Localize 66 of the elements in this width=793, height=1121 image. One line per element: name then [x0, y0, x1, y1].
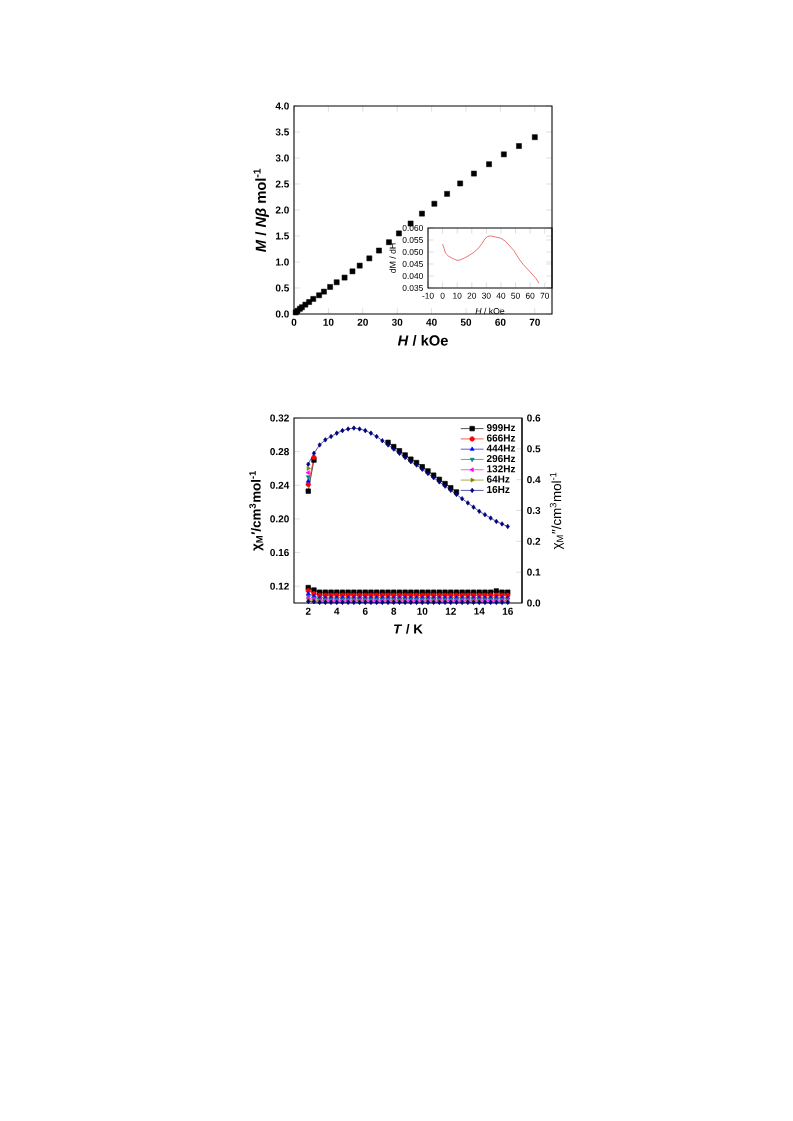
- x-tick-label: 70: [529, 318, 540, 326]
- y2-tick-label: 0.2: [527, 537, 541, 545]
- y-tick-label: 1.5: [276, 232, 290, 240]
- y-tick-label: 0.0: [275, 310, 289, 318]
- x-tick-label: 20: [357, 318, 368, 326]
- x-tick-label: -10: [422, 292, 434, 299]
- x-tick-label: 30: [391, 318, 403, 326]
- legend-label: 132Hz: [487, 465, 516, 473]
- y-tick-label: 0.32: [270, 414, 289, 422]
- y-tick-label: 3.0: [275, 154, 289, 162]
- y-tick-label: 1.0: [276, 258, 289, 266]
- x-tick-label: 60: [525, 292, 535, 299]
- x-tick-label: 40: [496, 292, 506, 299]
- y-tick-label: 0.040: [402, 273, 423, 279]
- y2-tick-label: 0.4: [527, 476, 541, 484]
- y2-tick-label: 0.1: [527, 568, 541, 576]
- legend-label: 444Hz: [486, 444, 516, 452]
- y-tick-label: 4.0: [275, 102, 289, 110]
- y2-tick-label: 0.0: [527, 599, 541, 607]
- y-tick-label: 2.0: [275, 206, 289, 214]
- x-tick-label: 16: [502, 607, 513, 615]
- y-tick-label: 0.24: [270, 481, 290, 489]
- y-tick-label: 0.20: [270, 515, 289, 523]
- y-tick-label: 0.055: [402, 237, 423, 243]
- y-axis-title: dM / dH: [389, 243, 396, 273]
- legend-label: 296Hz: [486, 454, 516, 463]
- y2-axis-title: χ$_{M}$″/cm$^{3}$mol$^{-1}$: [549, 472, 564, 550]
- x-tick-label: 20: [467, 292, 477, 299]
- y-tick-label: 3.5: [275, 128, 290, 136]
- x-tick-label: 10: [453, 292, 462, 299]
- y-tick-label: 0.12: [270, 582, 289, 590]
- y-axis-title: χ$_{M}$′/cm$^{3}$mol$^{-1}$: [249, 471, 264, 551]
- x-tick-label: 50: [460, 318, 472, 326]
- y-tick-label: 0.5: [275, 284, 290, 292]
- x-tick-label: 50: [511, 292, 520, 299]
- x-axis-title: H / kOe: [475, 307, 505, 315]
- y2-tick-label: 0.6: [527, 414, 541, 422]
- legend-label: 16Hz: [487, 485, 510, 493]
- y-axis-title: M / Nβ mol$^{-1}$: [253, 168, 269, 252]
- legend-label: 999Hz: [486, 424, 516, 432]
- x-tick-label: 14: [474, 607, 485, 615]
- x-tick-label: 8: [391, 607, 397, 615]
- y2-tick-label: 0.5: [527, 445, 541, 453]
- x-tick-label: 40: [426, 318, 437, 326]
- legend-label: 64Hz: [486, 475, 510, 483]
- x-tick-label: 60: [495, 318, 506, 326]
- x-tick-label: 30: [482, 292, 491, 299]
- x-tick-label: 0: [440, 292, 445, 299]
- x-tick-label: 0: [291, 318, 297, 326]
- x-axis-title: H / kOe: [397, 334, 448, 346]
- x-tick-label: 4: [334, 607, 340, 615]
- x-tick-label: 70: [540, 292, 550, 299]
- y-tick-label: 0.28: [270, 448, 289, 456]
- x-tick-label: 10: [417, 607, 428, 615]
- y-tick-label: 0.045: [402, 261, 423, 267]
- x-axis-title: T / K: [394, 623, 423, 634]
- y-tick-label: 2.5: [275, 180, 290, 188]
- x-tick-label: 10: [323, 318, 334, 326]
- x-tick-label: 12: [445, 607, 456, 615]
- x-tick-label: 2: [305, 607, 311, 615]
- x-tick-label: 6: [362, 607, 368, 615]
- y2-tick-label: 0.3: [527, 506, 541, 515]
- y-tick-label: 0.16: [270, 549, 289, 557]
- legend-label: 666Hz: [486, 434, 516, 442]
- y-tick-label: 0.035: [402, 285, 423, 291]
- y-tick-label: 0.050: [402, 249, 423, 255]
